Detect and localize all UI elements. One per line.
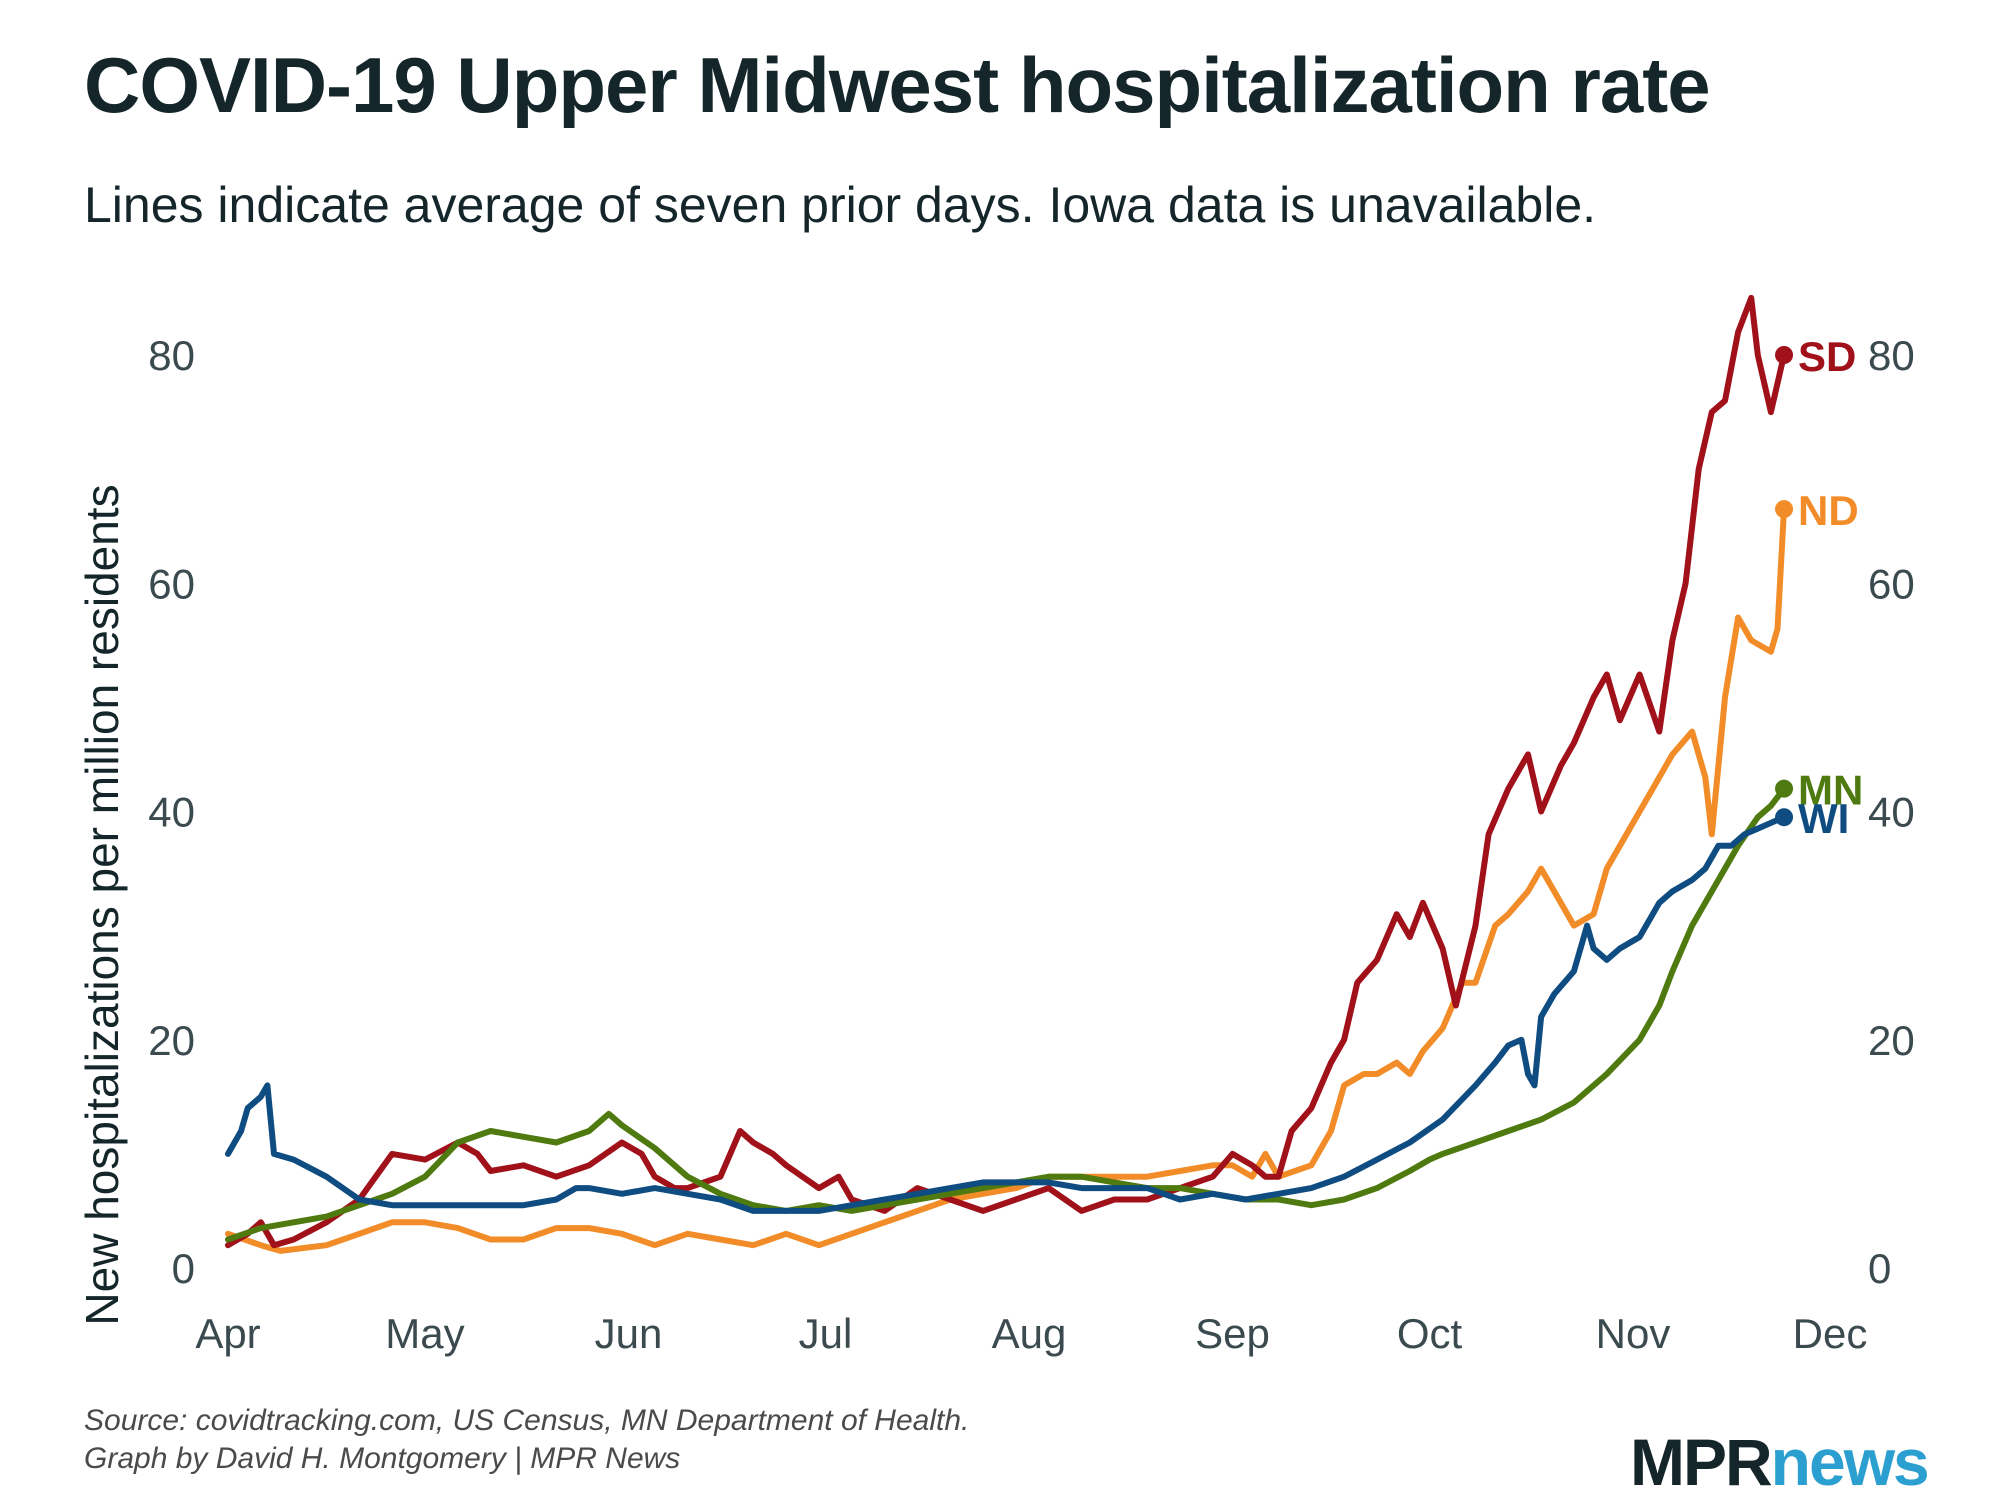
x-tick-aug: Aug [992,1310,1067,1357]
y-axis-left: 0 20 40 60 80 [148,332,195,1292]
series-line-sd [225,294,1787,1249]
x-tick-dec: Dec [1793,1310,1868,1357]
y-tick-left-40: 40 [148,789,195,836]
end-label-nd: ND [1798,487,1859,534]
end-label-mn: MN [1798,767,1863,814]
y-tick-left-60: 60 [148,560,195,607]
y-tick-right-80: 80 [1868,332,1915,379]
y-tick-right-40: 40 [1868,789,1915,836]
line-chart: 0 20 40 60 80 0 20 40 60 80 Apr May Jun Jul Aug Sep Oc… [76,294,1915,1357]
end-dot-nd [1775,500,1794,519]
x-tick-jun: Jun [595,1310,663,1357]
source-line-2: Graph by David H. Montgomery | MPR News [84,1442,681,1475]
y-axis-label: New hospitalizations per million residen… [76,484,128,1325]
logo-mpr: MPR [1630,1425,1773,1499]
y-tick-left-80: 80 [148,332,195,379]
source-line-1: Source: covidtracking.com, US Census, MN… [84,1404,970,1437]
y-tick-left-0: 0 [172,1245,195,1292]
y-axis-right: 0 20 40 60 80 [1868,332,1915,1292]
end-dot-wi [1775,808,1794,827]
x-tick-nov: Nov [1596,1310,1671,1357]
chart-subtitle: Lines indicate average of seven prior da… [84,177,1597,233]
x-axis: Apr May Jun Jul Aug Sep Oct Nov Dec [195,1310,1867,1357]
series-lines [225,294,1787,1254]
y-tick-right-20: 20 [1868,1017,1915,1064]
y-tick-right-60: 60 [1868,560,1915,607]
x-tick-jul: Jul [799,1310,853,1357]
series-line-nd [225,506,1787,1254]
series-line-mn [225,785,1787,1243]
mpr-news-logo: MPRnews [1630,1424,1930,1500]
end-dot-sd [1775,346,1794,364]
series-line-wi [225,814,1787,1214]
logo-news: news [1770,1425,1930,1499]
x-tick-may: May [385,1310,464,1357]
end-label-wi: WI [1798,795,1849,842]
end-dot-mn [1775,779,1794,798]
y-tick-right-0: 0 [1868,1245,1891,1292]
chart-title: COVID-19 Upper Midwest hospitalization r… [84,41,1711,129]
end-label-sd: SD [1798,333,1856,380]
x-tick-sep: Sep [1195,1310,1270,1357]
x-tick-apr: Apr [195,1310,260,1357]
x-tick-oct: Oct [1397,1310,1463,1357]
y-tick-left-20: 20 [148,1017,195,1064]
source-note: Source: covidtracking.com, US Census, MN… [84,1402,969,1478]
